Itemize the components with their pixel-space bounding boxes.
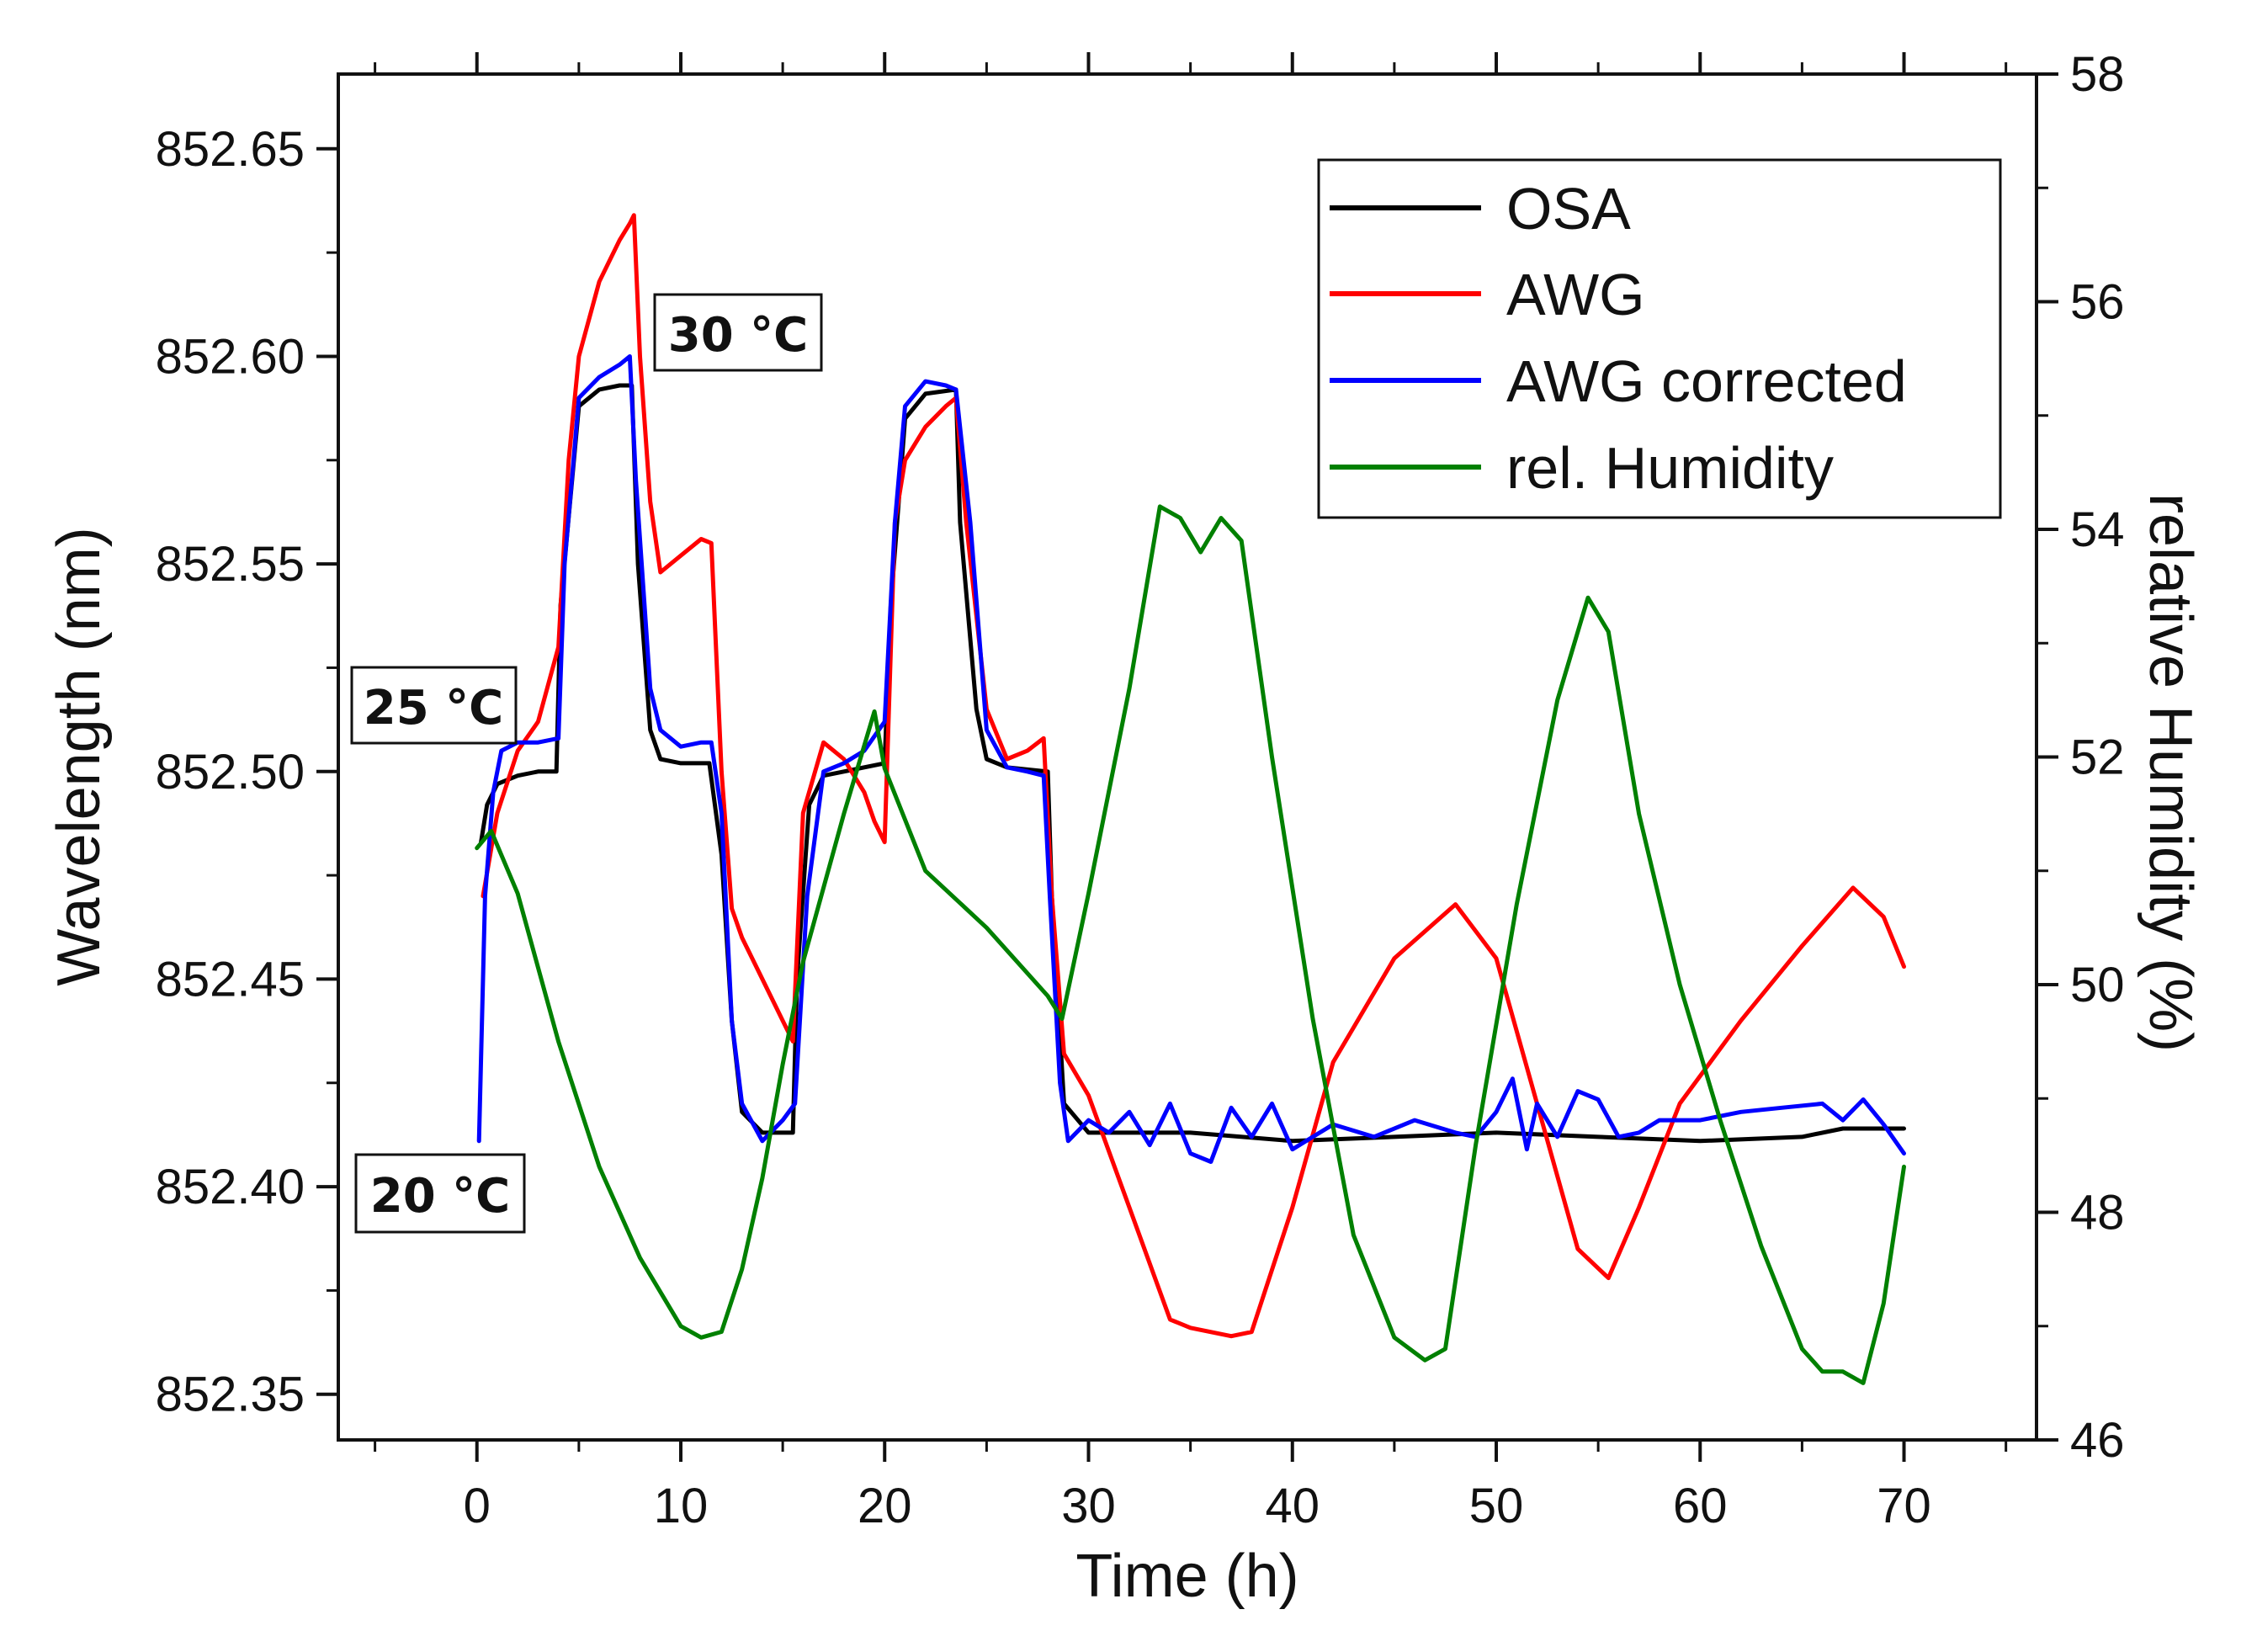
- x-tick-label: 40: [1266, 1479, 1320, 1533]
- annotation-30c-label: 30 °C: [668, 308, 809, 363]
- legend-label-awg: AWG: [1506, 262, 1645, 327]
- x-tick-label: 50: [1469, 1479, 1524, 1533]
- legend-label-humidity: rel. Humidity: [1506, 435, 1834, 501]
- y-axis-title: Wavelength (nm): [45, 527, 113, 986]
- legend-label-osa: OSA: [1506, 176, 1631, 242]
- y2-tick-label: 54: [2070, 502, 2125, 557]
- y2-tick-label: 52: [2070, 730, 2125, 785]
- annotation-30c-box: [653, 293, 823, 372]
- y2-axis-title: relative Humidity (%): [2137, 493, 2204, 1052]
- legend: OSA AWG AWG corrected rel. Humidity: [1317, 158, 2002, 519]
- annotation-20c-box: [354, 1153, 526, 1234]
- x-tick-label: 70: [1877, 1479, 1931, 1533]
- x-tick-label: 60: [1673, 1479, 1728, 1533]
- annotation-20c: 20 °C: [354, 1153, 526, 1234]
- x-tick-label: 0: [464, 1479, 491, 1533]
- y2-tick-label: 50: [2070, 958, 2125, 1012]
- y2-tick-label: 56: [2070, 275, 2125, 330]
- y-tick-label: 852.45: [156, 952, 305, 1007]
- y2-tick-label: 46: [2070, 1413, 2125, 1468]
- x-tick-label: 20: [858, 1479, 912, 1533]
- x-tick-label: 10: [654, 1479, 709, 1533]
- y-tick-label: 852.40: [156, 1160, 305, 1214]
- annotation-25c-box: [350, 666, 518, 745]
- y2-tick-label: 58: [2070, 47, 2125, 102]
- annotation-30c: 30 °C: [653, 293, 823, 372]
- y-tick-label: 852.65: [156, 122, 305, 177]
- y-tick-label: 852.55: [156, 537, 305, 592]
- y-tick-label: 852.50: [156, 745, 305, 799]
- axes-layer: 0 10 20 30 40 50 60 70 852.35 852.40 852.45 852.50 8…: [156, 47, 2125, 1533]
- annotation-25c-label: 25 °C: [364, 681, 504, 736]
- x-tick-label: 30: [1061, 1479, 1116, 1533]
- y-tick-label: 852.60: [156, 329, 305, 384]
- legend-box: [1317, 158, 2002, 519]
- series-layer: [475, 213, 1906, 1385]
- series-rel-humidity: [475, 504, 1906, 1385]
- series-awg-corrected: [476, 354, 1906, 1164]
- annotation-25c: 25 °C: [350, 666, 518, 745]
- y2-tick-label: 48: [2070, 1186, 2125, 1240]
- x-axis-title: Time (h): [1075, 1543, 1298, 1610]
- series-awg: [481, 213, 1906, 1339]
- legend-label-awg-corrected: AWG corrected: [1506, 348, 1907, 414]
- y-tick-label: 852.35: [156, 1368, 305, 1422]
- annotation-20c-label: 20 °C: [370, 1169, 511, 1224]
